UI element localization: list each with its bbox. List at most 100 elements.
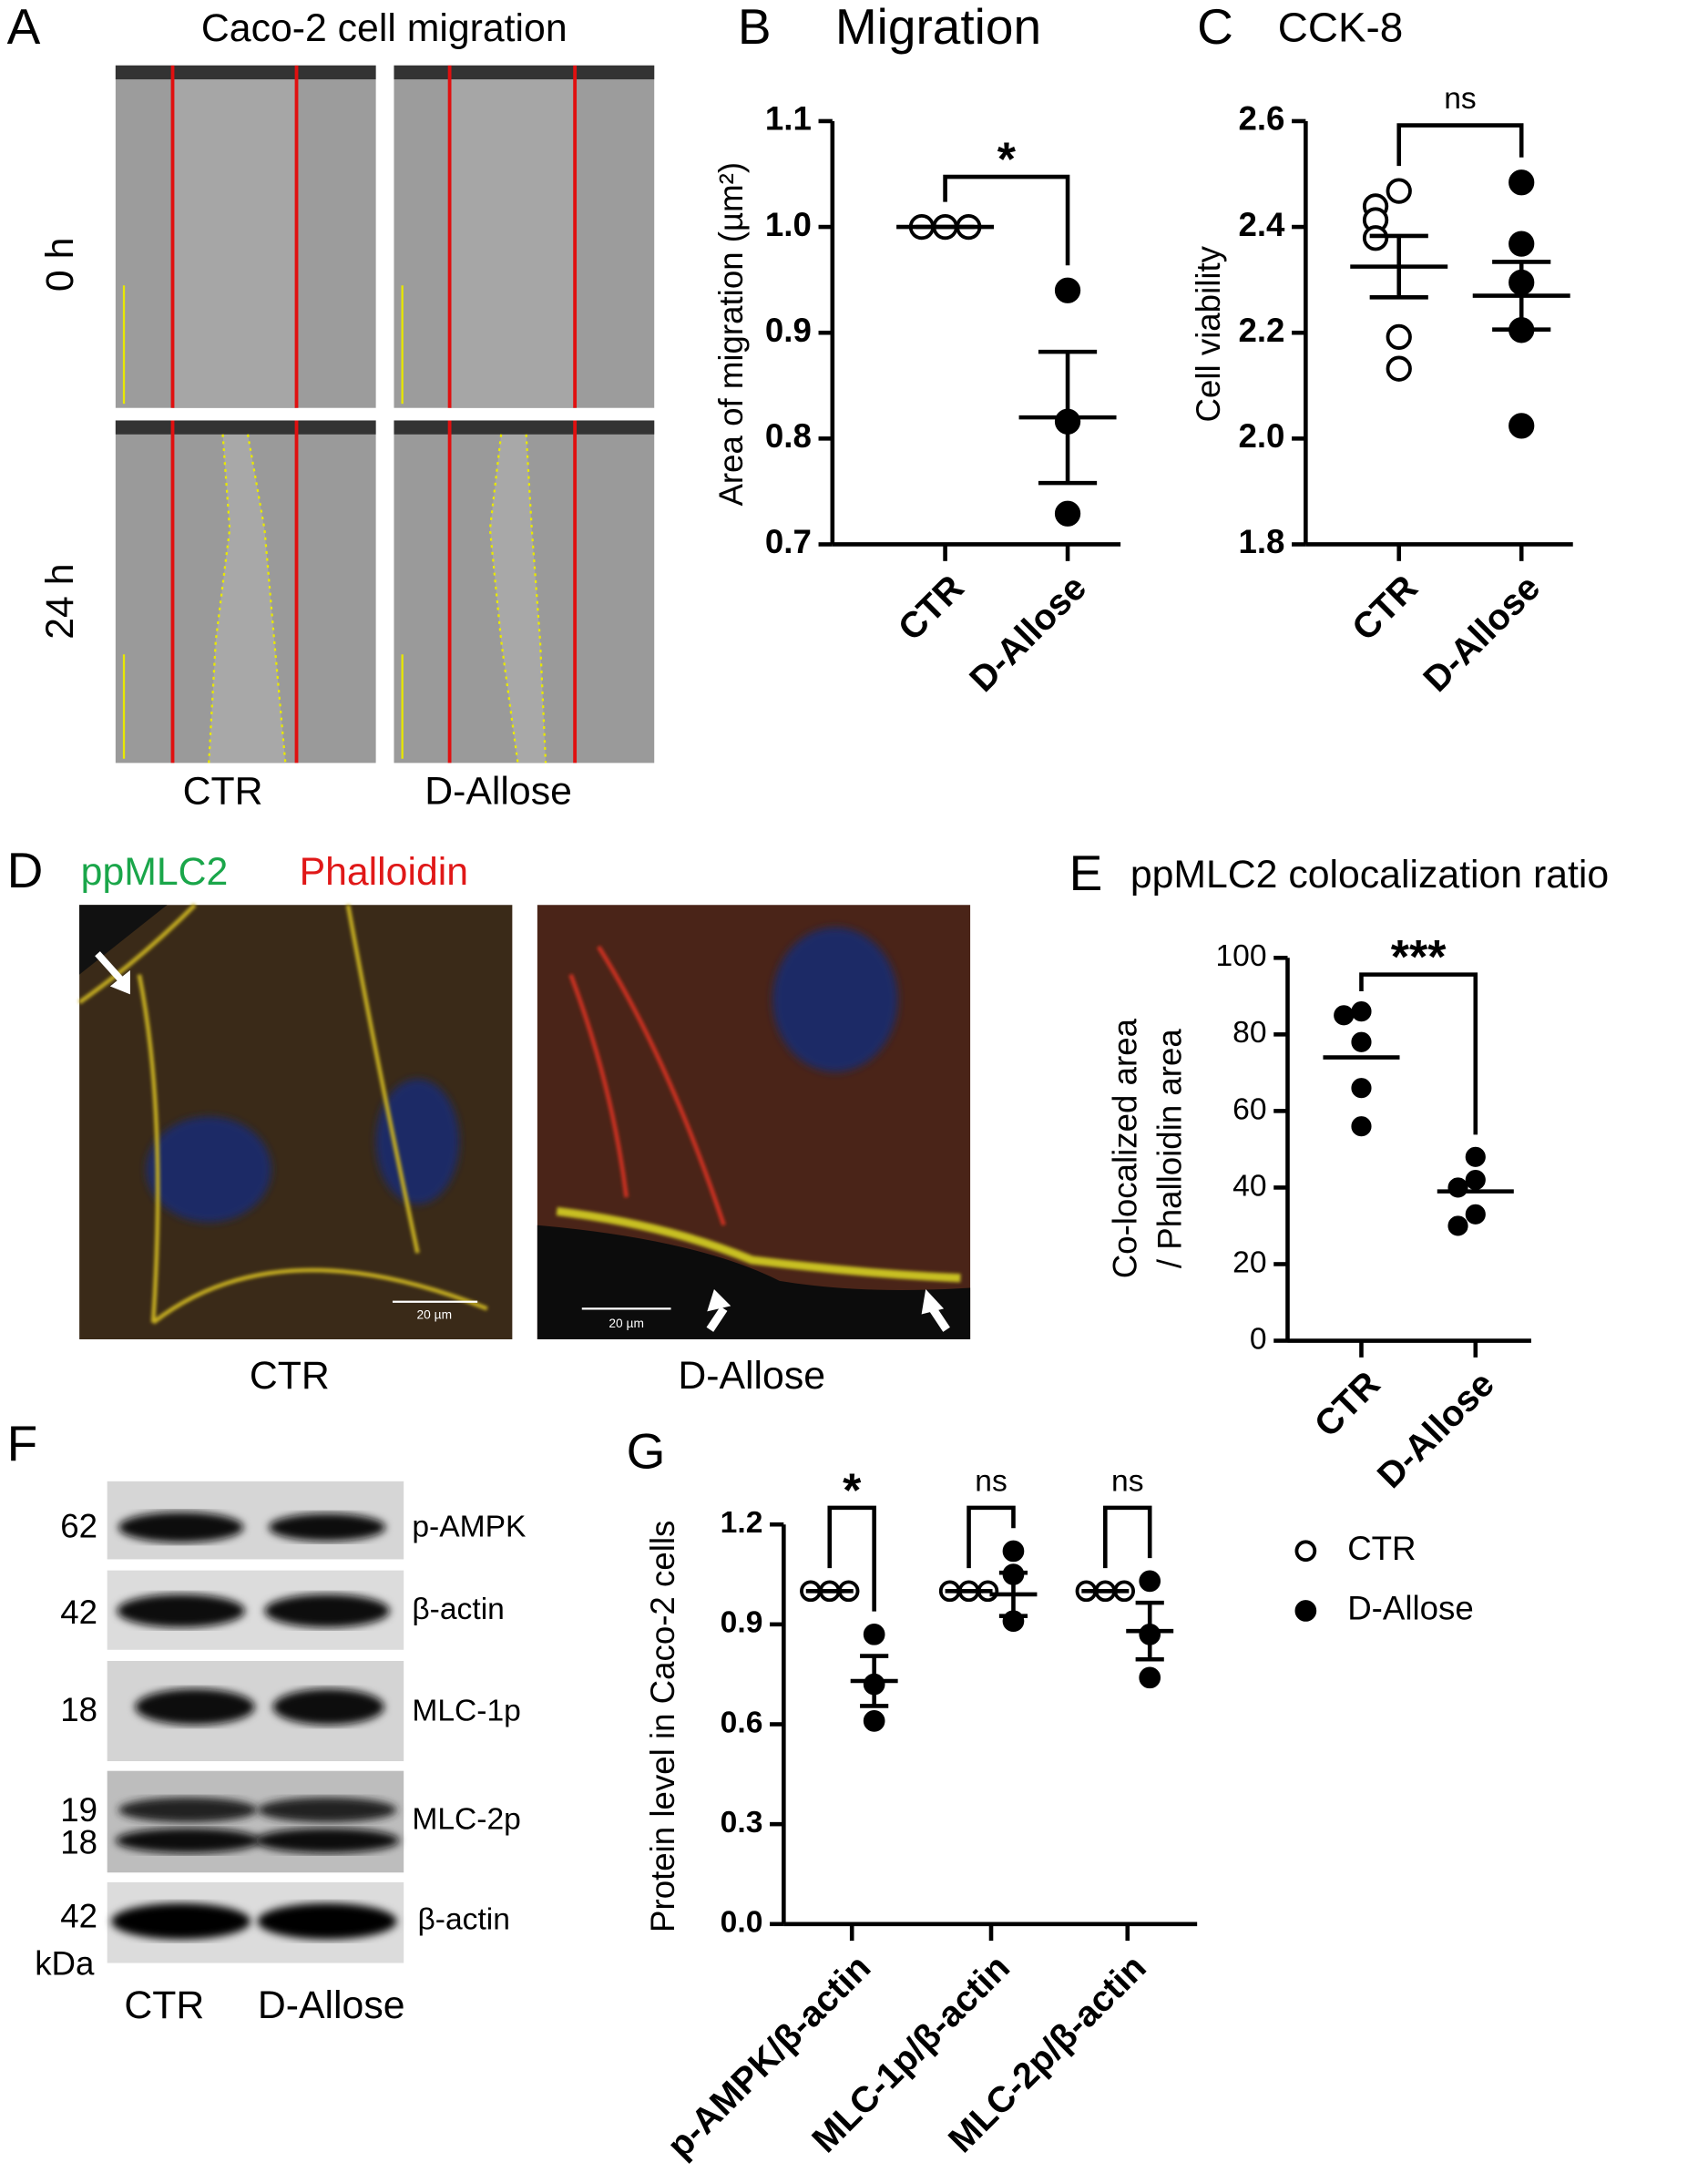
scale-bar-label: 20 µm: [609, 1317, 644, 1330]
error-bar: [1038, 349, 1098, 486]
legend-label: D-Allose: [1347, 1590, 1474, 1627]
y-tick-label: 0.8: [765, 417, 812, 455]
micrograph: [394, 420, 655, 764]
y-tick-label: 1.0: [765, 206, 812, 243]
data-point: [1465, 1169, 1486, 1191]
significance-bracket: [1396, 123, 1524, 167]
unit-label: kDa: [35, 1944, 95, 1982]
blot-strip: [107, 1481, 404, 1560]
panel-label: C: [1197, 0, 1233, 55]
micrograph: 20 µm: [537, 905, 971, 1339]
data-point: [1054, 277, 1081, 303]
micrograph: [115, 65, 376, 408]
significance-label: ns: [1111, 1464, 1144, 1498]
column-label: CTR: [183, 769, 263, 813]
panel-label: G: [627, 1422, 666, 1479]
protein-label: p-AMPK: [412, 1511, 527, 1544]
staining-panel: ppMLC2 Phalloidin CTR D-Allose 20 µm 20 …: [77, 850, 971, 1398]
panel-label: A: [7, 0, 41, 55]
micrograph: [115, 420, 376, 764]
significance-label: *: [997, 134, 1017, 187]
x-tick-label: CTR: [1345, 568, 1426, 649]
y-tick-label: 0.0: [721, 1906, 763, 1940]
data-point: [1447, 1215, 1468, 1236]
y-tick-label: 2.4: [1238, 206, 1285, 243]
error-bar: [860, 1654, 889, 1708]
significance-label: ns: [1444, 82, 1477, 116]
chart-title: ppMLC2 colocalization ratio: [1130, 853, 1609, 897]
y-tick-label: 0: [1250, 1322, 1267, 1356]
data-point: [1509, 231, 1535, 257]
data-point: [1465, 1204, 1486, 1225]
panel-label: F: [7, 1416, 38, 1472]
y-tick-label: 0.9: [721, 1606, 763, 1640]
blot-strip: [107, 1881, 404, 1963]
kda-label: 18: [60, 1691, 97, 1728]
data-point: [1351, 1116, 1372, 1137]
x-tick-label: CTR: [891, 568, 972, 649]
error-bar: [998, 1570, 1028, 1619]
data-point: [1509, 169, 1535, 196]
stain-label: ppMLC2: [81, 850, 229, 894]
data-point: [863, 1623, 885, 1645]
blot-strip: [107, 1660, 404, 1761]
data-point: [1139, 1570, 1161, 1593]
kda-label: 42: [60, 1897, 97, 1934]
data-point: [1465, 1146, 1486, 1167]
data-point: [1386, 323, 1412, 350]
scale-bar-label: 20 µm: [417, 1308, 452, 1322]
protein-label: MLC-1p: [412, 1694, 521, 1727]
y-tick-label: 2.0: [1238, 417, 1284, 455]
panel-label: E: [1069, 845, 1103, 901]
data-point: [1362, 225, 1389, 251]
column-label: CTR: [250, 1354, 330, 1398]
y-tick-label: 0.7: [765, 523, 812, 560]
y-axis-label: Area of migration (µm²): [712, 162, 750, 507]
data-point: [1002, 1540, 1025, 1563]
lane-label: D-Allose: [258, 1983, 405, 2027]
data-point: [1509, 413, 1535, 439]
data-point: [1351, 1001, 1372, 1022]
kda-label: 42: [60, 1594, 97, 1631]
row-label: 0 h: [38, 238, 82, 292]
y-tick-label: 20: [1232, 1245, 1266, 1279]
micrograph: 20 µm: [77, 903, 513, 1339]
panel-label: D: [7, 842, 44, 898]
significance-label: ***: [1391, 931, 1447, 984]
y-tick-label: 1.8: [1238, 523, 1284, 560]
data-point: [863, 1710, 885, 1732]
legend-marker: [1294, 1540, 1317, 1563]
chart-title: CCK-8: [1278, 5, 1404, 51]
x-tick-label: CTR: [1307, 1364, 1388, 1445]
error-bar: [1369, 233, 1428, 300]
protein-label: MLC-2p: [412, 1803, 521, 1837]
significance-bracket: [1103, 1505, 1152, 1569]
significance-bracket: [827, 1505, 876, 1612]
legend-label: CTR: [1347, 1530, 1416, 1567]
kda-label: 19: [60, 1791, 97, 1829]
x-tick-label: D-Allose: [1370, 1364, 1502, 1496]
y-tick-label: 0.9: [765, 312, 812, 349]
data-point: [1334, 1005, 1355, 1026]
panel-title: Caco-2 cell migration: [201, 6, 568, 50]
blot-strip: [107, 1570, 404, 1650]
data-point: [1386, 355, 1412, 382]
y-axis-label: Protein level in Caco-2 cells: [644, 1521, 681, 1932]
y-tick-label: 1.1: [765, 100, 812, 138]
data-point: [1054, 500, 1081, 527]
data-point: [1351, 1078, 1372, 1099]
column-label: D-Allose: [424, 769, 572, 813]
protein-label: β-actin: [412, 1593, 505, 1626]
significance-bracket: [943, 174, 1070, 266]
data-point: [1351, 1031, 1372, 1052]
micrograph: [394, 65, 655, 408]
significance-label: *: [843, 1464, 862, 1517]
panel-label: B: [738, 0, 772, 55]
x-tick-label: D-Allose: [1416, 568, 1548, 700]
data-point: [1139, 1666, 1161, 1689]
migration-panel: Caco-2 cell migration 0 h 24 h CTR D-All…: [38, 6, 655, 813]
kda-label: 18: [60, 1823, 97, 1860]
significance-bracket: [1359, 972, 1478, 1135]
y-tick-label: 80: [1232, 1016, 1266, 1050]
